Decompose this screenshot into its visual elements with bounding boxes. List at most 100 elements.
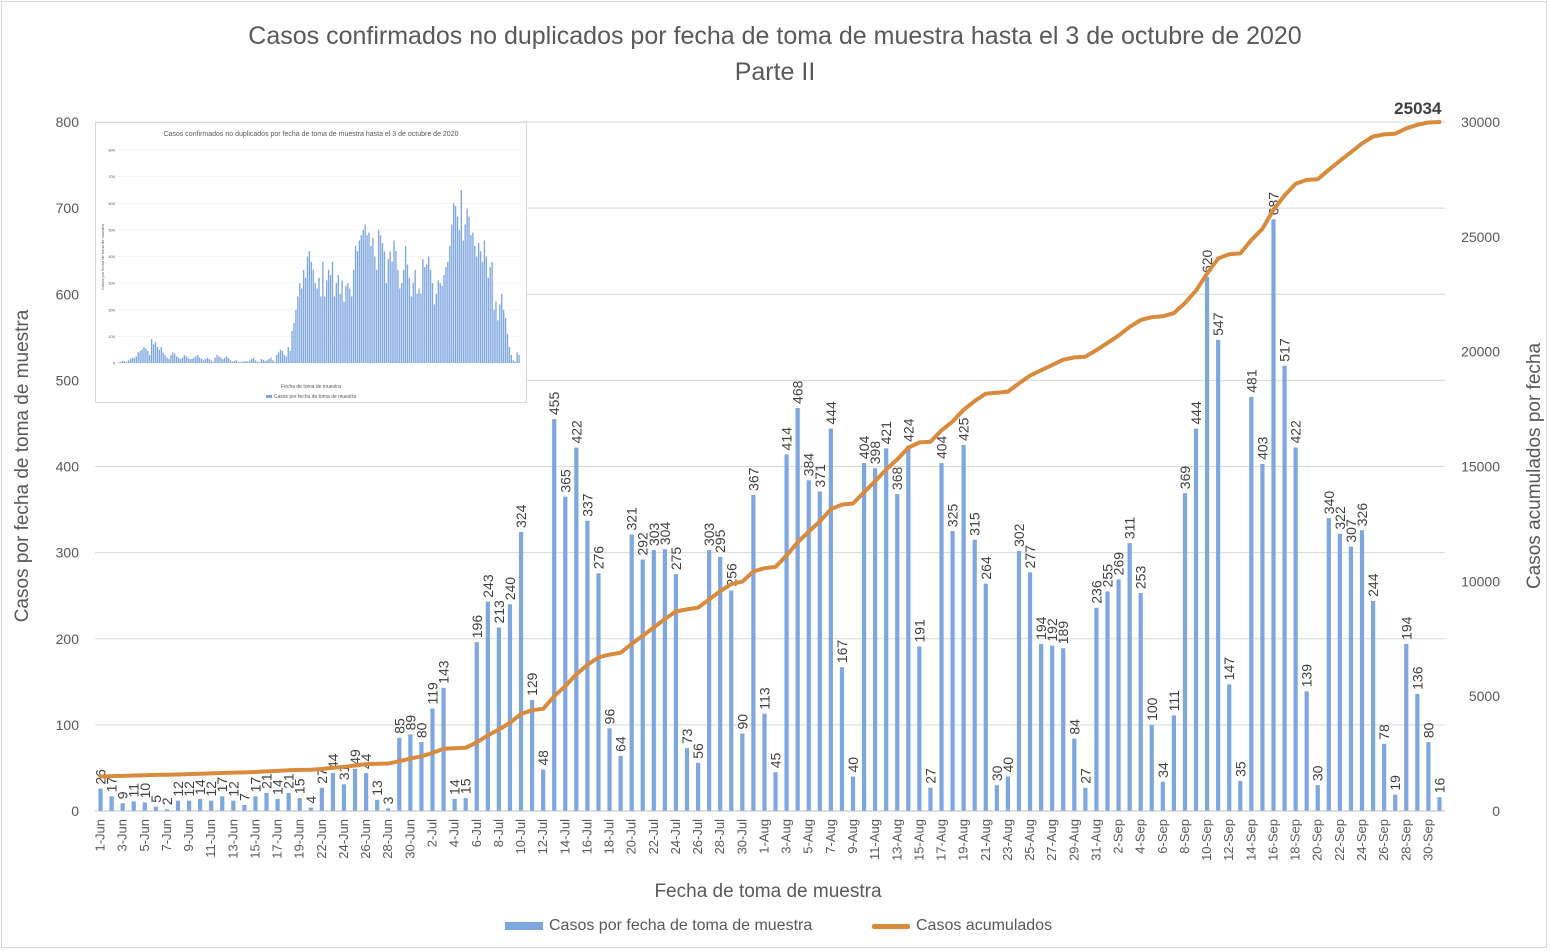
x-tick-label: 8-Sep (1177, 819, 1192, 854)
inset-bar (508, 347, 511, 363)
y-tick-label: 100 (56, 717, 80, 733)
inset-bar (474, 245, 476, 363)
x-tick-label: 26-Jun (358, 819, 373, 859)
bar (164, 809, 170, 811)
inset-bar (174, 353, 176, 363)
data-label: 113 (756, 687, 772, 710)
x-tick-label: 6-Jul (469, 819, 484, 847)
inset-bar (389, 251, 391, 363)
inset-bar (497, 320, 499, 363)
x-tick-label: 9-Jun (181, 819, 196, 852)
inset-bar (160, 347, 162, 363)
inset-bar (464, 224, 466, 363)
data-label: 481 (1243, 369, 1259, 393)
inset-y-tick-label: 0 (113, 361, 116, 366)
inset-bar (193, 357, 195, 363)
inset-bar (466, 208, 468, 363)
x-tick-label: 11-Jun (203, 819, 218, 858)
inset-bar (293, 323, 295, 363)
data-label: 80 (1420, 722, 1436, 738)
data-label: 2 (159, 797, 175, 805)
x-tick-label: 5-Aug (801, 819, 816, 854)
y-tick-label: 800 (56, 114, 80, 130)
inset-bar (477, 243, 480, 363)
data-label: 14 (192, 779, 208, 795)
inset-bar (456, 216, 459, 363)
inset-bar (237, 361, 239, 363)
inset-bar (414, 269, 416, 363)
bar (1204, 277, 1210, 811)
bar (1304, 691, 1309, 811)
data-label: 369 (1177, 466, 1193, 490)
data-label: 11 (126, 783, 142, 798)
x-tick-label: 28-Sep (1398, 819, 1413, 861)
data-label: 44 (325, 753, 341, 769)
data-label: 304 (657, 522, 673, 546)
bar (1227, 684, 1232, 811)
data-label: 19 (1387, 775, 1403, 791)
inset-bar (452, 203, 455, 363)
inset-bar (516, 352, 518, 363)
bar (1393, 794, 1398, 811)
inset-bar (449, 245, 451, 363)
bar (1016, 550, 1022, 811)
inset-bar (337, 275, 339, 363)
x-tick-label: 22-Jun (314, 819, 329, 859)
data-label: 56 (690, 743, 706, 759)
x-tick-label: 11-Aug (867, 819, 882, 860)
inset-bar (274, 361, 276, 363)
data-label: 12 (203, 781, 219, 797)
inset-bar (366, 235, 368, 363)
data-label: 367 (745, 467, 761, 491)
data-label: 49 (347, 749, 363, 765)
data-label: 365 (557, 469, 573, 493)
bar (319, 787, 324, 811)
inset-bar (327, 269, 330, 363)
legend-label-bars: Casos por fecha de toma de muestra (549, 917, 813, 934)
data-label: 147 (1221, 657, 1237, 681)
bar (109, 796, 114, 811)
inset-bar (441, 285, 443, 363)
cumulative-line (98, 120, 1442, 779)
bar (408, 734, 413, 811)
inset-bar (281, 351, 284, 363)
legend-swatch-line (872, 923, 910, 929)
bar (1182, 493, 1188, 811)
data-label: 40 (1000, 757, 1016, 773)
y2-tick-label: 30000 (1461, 114, 1500, 130)
inset-bar (218, 356, 220, 363)
bar (729, 590, 734, 811)
inset-chart-plot: 0 100 200 300 400 500 600 700 800 Casos por fecha… (100, 148, 520, 366)
y-tick-label: 600 (56, 286, 80, 302)
data-label: 7 (236, 793, 252, 801)
bar (850, 776, 856, 811)
bar (618, 755, 623, 811)
inset-bar (324, 296, 326, 363)
data-label: 3 (380, 796, 396, 804)
inset-bar (260, 359, 262, 363)
y-tick-label: 200 (56, 631, 80, 647)
inset-bar (239, 362, 241, 363)
inset-bar (195, 356, 197, 363)
inset-bar (291, 331, 293, 363)
bar (773, 772, 778, 811)
x-tick-label: 7-Aug (823, 819, 838, 854)
bar (175, 800, 181, 811)
y-tick-label: 0 (71, 803, 79, 819)
inset-bar (247, 361, 249, 363)
inset-bar (385, 283, 387, 363)
inset-bar (364, 224, 366, 363)
bar (817, 491, 822, 811)
x-tick-label: 26-Sep (1376, 819, 1391, 861)
inset-bar (424, 267, 426, 363)
bar (1083, 787, 1088, 811)
data-label: 337 (579, 493, 595, 517)
inset-bar (331, 261, 334, 363)
data-label: 311 (1122, 517, 1138, 540)
bar (541, 769, 546, 811)
bar (795, 407, 800, 811)
bar (286, 792, 291, 811)
data-label: 90 (734, 714, 750, 730)
inset-x-axis-title: Fecha de toma de muestra (281, 384, 341, 390)
